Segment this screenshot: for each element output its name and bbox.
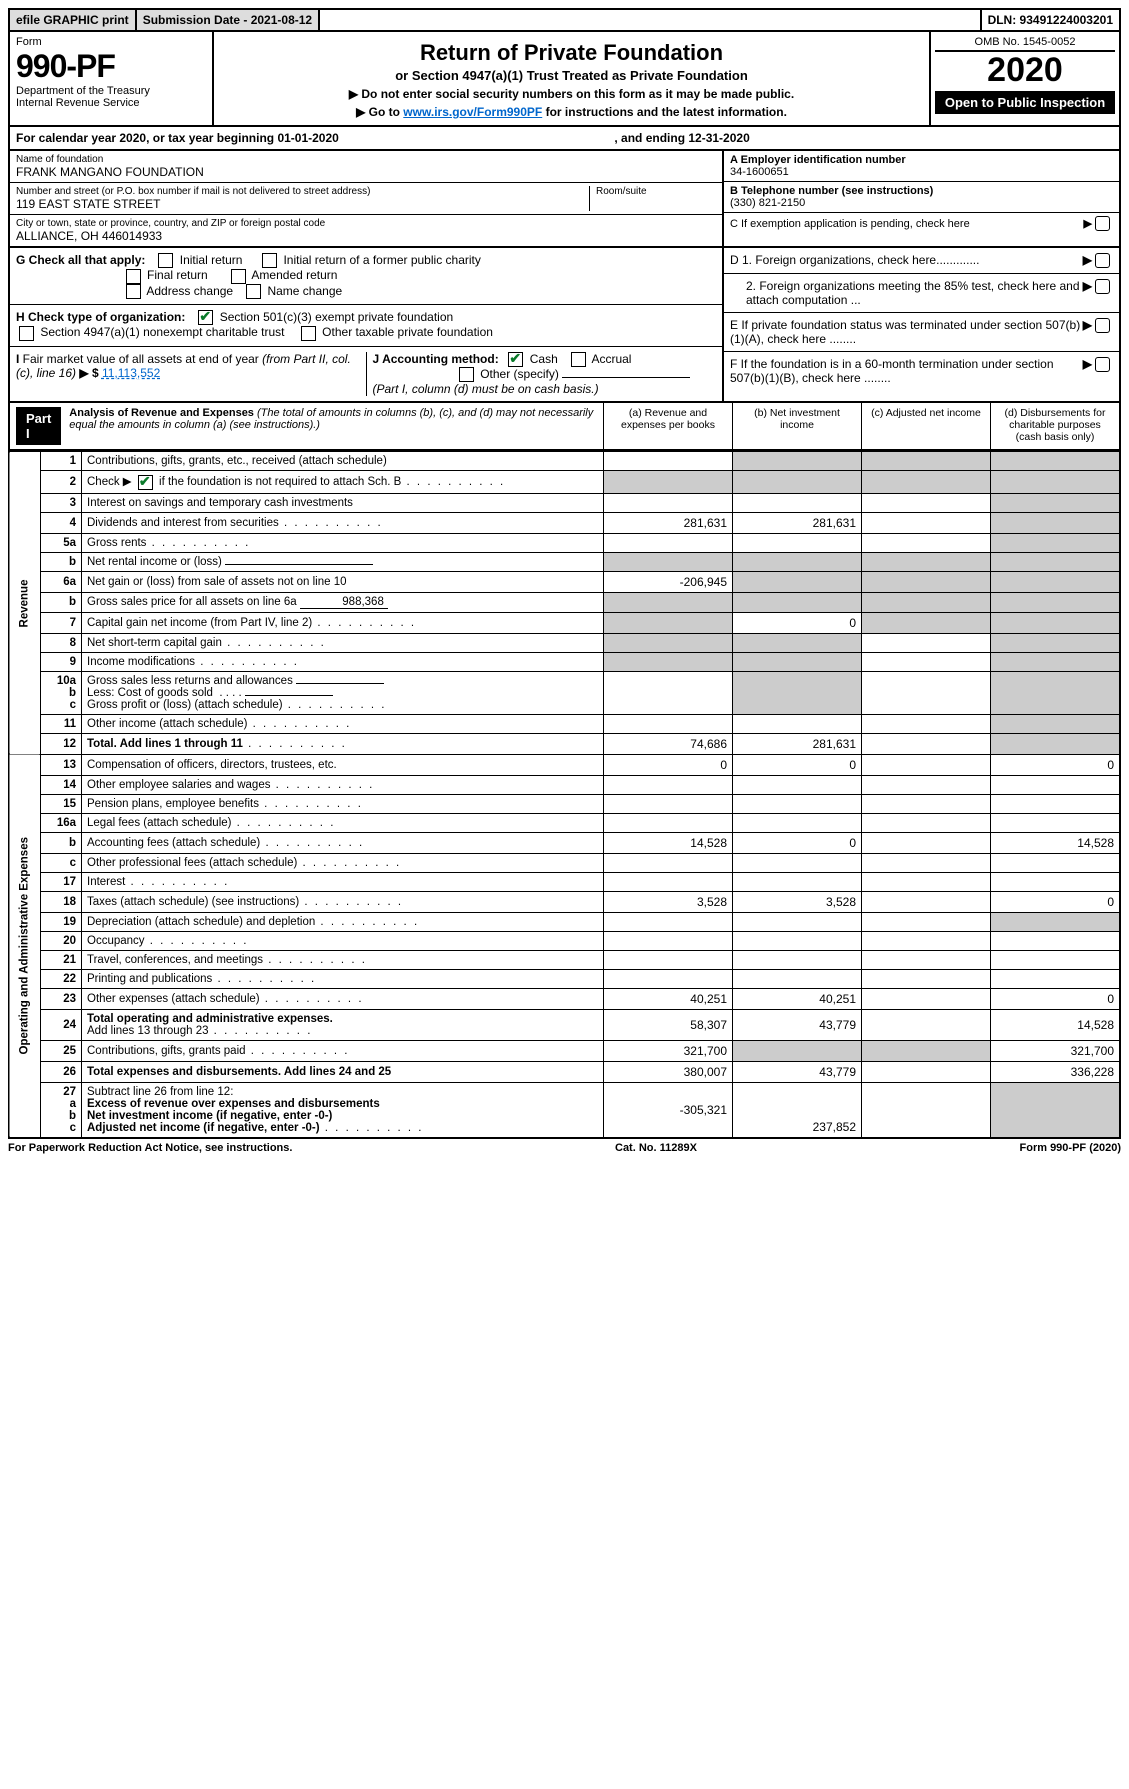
cat-number: Cat. No. 11289X bbox=[615, 1142, 697, 1154]
fmv-link[interactable]: 11,113,552 bbox=[102, 366, 160, 380]
room-label: Room/suite bbox=[596, 186, 716, 197]
h-other-checkbox[interactable] bbox=[301, 326, 316, 341]
c-label: C If exemption application is pending, c… bbox=[730, 218, 1084, 230]
e-checkbox[interactable] bbox=[1095, 318, 1110, 333]
e-label: E If private foundation status was termi… bbox=[730, 318, 1083, 346]
department: Department of the TreasuryInternal Reven… bbox=[16, 85, 206, 109]
j-accrual-checkbox[interactable] bbox=[571, 352, 586, 367]
f-checkbox[interactable] bbox=[1095, 357, 1110, 372]
revenue-side-label: Revenue bbox=[9, 452, 41, 754]
j-note: (Part I, column (d) must be on cash basi… bbox=[373, 382, 599, 396]
col-b-header: (b) Net investment income bbox=[732, 403, 861, 449]
tax-year: 2020 bbox=[935, 52, 1115, 89]
ij-row: I Fair market value of all assets at end… bbox=[10, 347, 722, 402]
g-address-checkbox[interactable] bbox=[126, 284, 141, 299]
open-to-public: Open to Public Inspection bbox=[935, 91, 1115, 114]
dln: DLN: 93491224003201 bbox=[980, 10, 1119, 30]
revenue-expense-table: Revenue 1Contributions, gifts, grants, e… bbox=[8, 451, 1121, 1138]
name-label: Name of foundation bbox=[16, 154, 716, 165]
addr-label: Number and street (or P.O. box number if… bbox=[16, 186, 589, 197]
top-bar: efile GRAPHIC print Submission Date - 20… bbox=[8, 8, 1121, 32]
j-cash-checkbox[interactable] bbox=[508, 352, 523, 367]
form-label: Form bbox=[16, 36, 206, 48]
h-4947-checkbox[interactable] bbox=[19, 326, 34, 341]
foundation-name: FRANK MANGANO FOUNDATION bbox=[16, 165, 716, 179]
col-c-header: (c) Adjusted net income bbox=[861, 403, 990, 449]
check-section: G Check all that apply: Initial return I… bbox=[8, 248, 1121, 403]
submission-date: Submission Date - 2021-08-12 bbox=[137, 10, 320, 30]
page-footer: For Paperwork Reduction Act Notice, see … bbox=[8, 1139, 1121, 1157]
expenses-side-label: Operating and Administrative Expenses bbox=[9, 754, 41, 1138]
tel-label: B Telephone number (see instructions) bbox=[730, 185, 1113, 197]
f-label: F If the foundation is in a 60-month ter… bbox=[730, 357, 1083, 385]
form-title: Return of Private Foundation bbox=[220, 40, 923, 66]
street-address: 119 EAST STATE STREET bbox=[16, 197, 589, 211]
tel-value: (330) 821-2150 bbox=[730, 197, 1113, 209]
g-row: G Check all that apply: Initial return I… bbox=[10, 248, 722, 305]
h-row: H Check type of organization: Section 50… bbox=[10, 305, 722, 347]
efile-print-button[interactable]: efile GRAPHIC print bbox=[10, 10, 137, 30]
omb-number: OMB No. 1545-0052 bbox=[935, 36, 1115, 52]
instruction-1: ▶ Do not enter social security numbers o… bbox=[220, 87, 923, 101]
col-d-header: (d) Disbursements for charitable purpose… bbox=[990, 403, 1119, 449]
i-label: I Fair market value of all assets at end… bbox=[16, 352, 351, 380]
h-501c3-checkbox[interactable] bbox=[198, 310, 213, 325]
g-name-checkbox[interactable] bbox=[246, 284, 261, 299]
calendar-year-row: For calendar year 2020, or tax year begi… bbox=[8, 127, 1121, 151]
form-ref: Form 990-PF (2020) bbox=[1020, 1142, 1122, 1154]
schb-checkbox[interactable] bbox=[138, 475, 153, 490]
part1-header: Part I Analysis of Revenue and Expenses … bbox=[8, 403, 1121, 451]
d1-checkbox[interactable] bbox=[1095, 253, 1110, 268]
col-a-header: (a) Revenue and expenses per books bbox=[603, 403, 732, 449]
c-checkbox[interactable] bbox=[1095, 216, 1110, 231]
paperwork-notice: For Paperwork Reduction Act Notice, see … bbox=[8, 1142, 292, 1154]
instruction-2: ▶ Go to www.irs.gov/Form990PF for instru… bbox=[220, 105, 923, 119]
part-badge: Part I bbox=[16, 407, 61, 445]
d2-label: 2. Foreign organizations meeting the 85%… bbox=[730, 279, 1083, 307]
form-header: Form 990-PF Department of the TreasuryIn… bbox=[8, 32, 1121, 127]
ein-label: A Employer identification number bbox=[730, 154, 1113, 166]
d1-label: D 1. Foreign organizations, check here..… bbox=[730, 253, 1083, 268]
identity-block: Name of foundation FRANK MANGANO FOUNDAT… bbox=[8, 151, 1121, 248]
g-initial-checkbox[interactable] bbox=[158, 253, 173, 268]
city-state-zip: ALLIANCE, OH 446014933 bbox=[16, 229, 716, 243]
ein-value: 34-1600651 bbox=[730, 166, 1113, 178]
g-amended-checkbox[interactable] bbox=[231, 269, 246, 284]
g-initial-former-checkbox[interactable] bbox=[262, 253, 277, 268]
g-final-checkbox[interactable] bbox=[126, 269, 141, 284]
j-other-checkbox[interactable] bbox=[459, 367, 474, 382]
irs-link[interactable]: www.irs.gov/Form990PF bbox=[403, 105, 542, 119]
form-number: 990-PF bbox=[16, 48, 206, 85]
d2-checkbox[interactable] bbox=[1095, 279, 1110, 294]
city-label: City or town, state or province, country… bbox=[16, 218, 716, 229]
form-subtitle: or Section 4947(a)(1) Trust Treated as P… bbox=[220, 68, 923, 83]
